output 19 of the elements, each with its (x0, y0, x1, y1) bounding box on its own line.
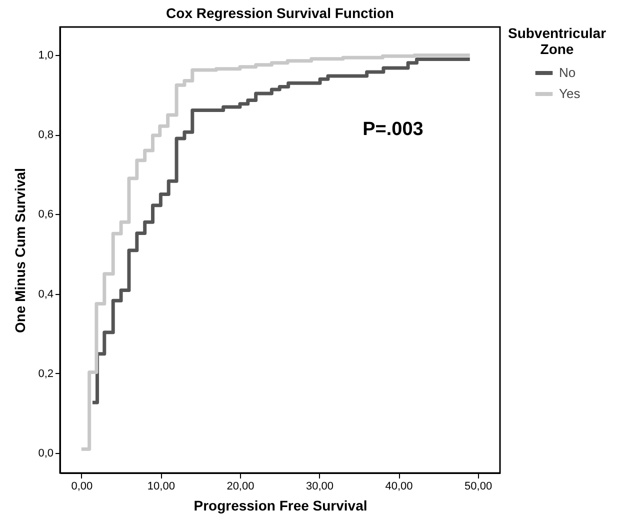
legend-label: Yes (559, 86, 581, 101)
x-axis-title: Progression Free Survival (194, 498, 368, 514)
x-tick-label: 10,00 (147, 480, 175, 492)
chart-title: Cox Regression Survival Function (166, 5, 394, 21)
x-tick-label: 40,00 (385, 480, 413, 492)
x-tick-label: 30,00 (306, 480, 334, 492)
legend-title: Subventricular Zone (508, 25, 607, 57)
annotation: P=.003 (362, 119, 424, 140)
x-tick-label: 50,00 (464, 480, 492, 492)
y-tick-label: 0,6 (38, 208, 54, 221)
y-axis-title: One Minus Cum Survival (12, 168, 28, 333)
y-tick-label: 1,0 (38, 49, 54, 62)
y-tick-label: 0,4 (38, 288, 54, 300)
y-tick-label: 0,0 (38, 448, 54, 460)
x-tick-label: 0,00 (71, 480, 93, 492)
legend-label: No (559, 65, 576, 80)
y-tick-label: 0,8 (38, 129, 54, 142)
y-tick-label: 0,2 (38, 368, 54, 380)
x-tick-label: 20,00 (226, 480, 254, 492)
